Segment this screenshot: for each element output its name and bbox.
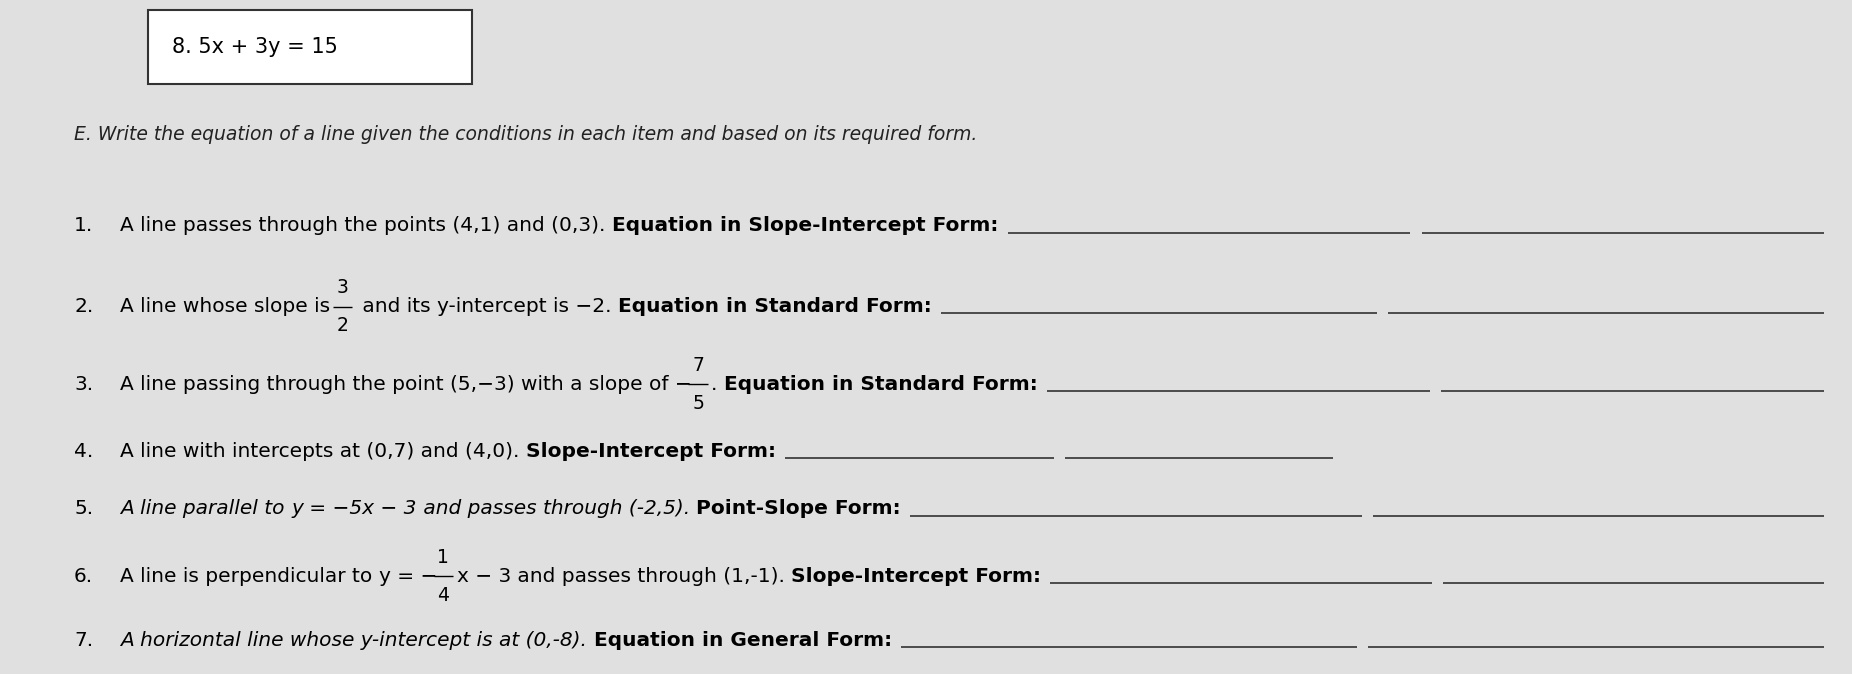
Text: 3: 3 [337, 278, 348, 297]
Text: 5.: 5. [74, 499, 93, 518]
Text: Point-Slope Form:: Point-Slope Form: [696, 499, 900, 518]
Text: A horizontal line whose y-intercept is at (0,-8).: A horizontal line whose y-intercept is a… [120, 631, 594, 650]
Text: 1: 1 [437, 548, 450, 567]
Text: Equation in Standard Form:: Equation in Standard Form: [619, 297, 932, 316]
Text: Equation in Slope-Intercept Form:: Equation in Slope-Intercept Form: [613, 216, 998, 235]
Text: 6.: 6. [74, 567, 93, 586]
Text: 7: 7 [693, 356, 704, 375]
Text: 1.: 1. [74, 216, 93, 235]
Text: Slope-Intercept Form:: Slope-Intercept Form: [526, 442, 776, 461]
Text: and passes through (1,-1).: and passes through (1,-1). [511, 567, 791, 586]
Text: Slope-Intercept Form:: Slope-Intercept Form: [791, 567, 1041, 586]
Text: Equation in General Form:: Equation in General Form: [594, 631, 893, 650]
Text: and passes through (-2,5).: and passes through (-2,5). [417, 499, 696, 518]
Text: E. Write the equation of a line given the conditions in each item and based on i: E. Write the equation of a line given th… [74, 125, 978, 144]
Text: 5: 5 [693, 394, 704, 412]
Text: .: . [711, 375, 724, 394]
Text: 2.: 2. [74, 297, 93, 316]
FancyBboxPatch shape [148, 10, 472, 84]
Text: 7.: 7. [74, 631, 93, 650]
Text: A line with intercepts at (0,7) and (4,0).: A line with intercepts at (0,7) and (4,0… [120, 442, 526, 461]
Text: A line passing through the point (5,−3) with a slope of −: A line passing through the point (5,−3) … [120, 375, 693, 394]
Text: and its y-intercept is −2.: and its y-intercept is −2. [356, 297, 619, 316]
Text: Equation in Standard Form:: Equation in Standard Form: [724, 375, 1037, 394]
Text: A line parallel to: A line parallel to [120, 499, 291, 518]
Text: 8. 5x + 3y = 15: 8. 5x + 3y = 15 [172, 37, 339, 57]
Text: 4: 4 [437, 586, 450, 605]
Text: x − 3: x − 3 [457, 567, 511, 586]
Text: y = −: y = − [380, 567, 437, 586]
Text: A line whose slope is: A line whose slope is [120, 297, 337, 316]
Text: y = −5x − 3: y = −5x − 3 [291, 499, 417, 518]
Text: A line passes through the points (4,1) and (0,3).: A line passes through the points (4,1) a… [120, 216, 613, 235]
Text: 3.: 3. [74, 375, 93, 394]
Text: A line is perpendicular to: A line is perpendicular to [120, 567, 380, 586]
Text: 4.: 4. [74, 442, 93, 461]
Text: 2: 2 [337, 316, 348, 335]
